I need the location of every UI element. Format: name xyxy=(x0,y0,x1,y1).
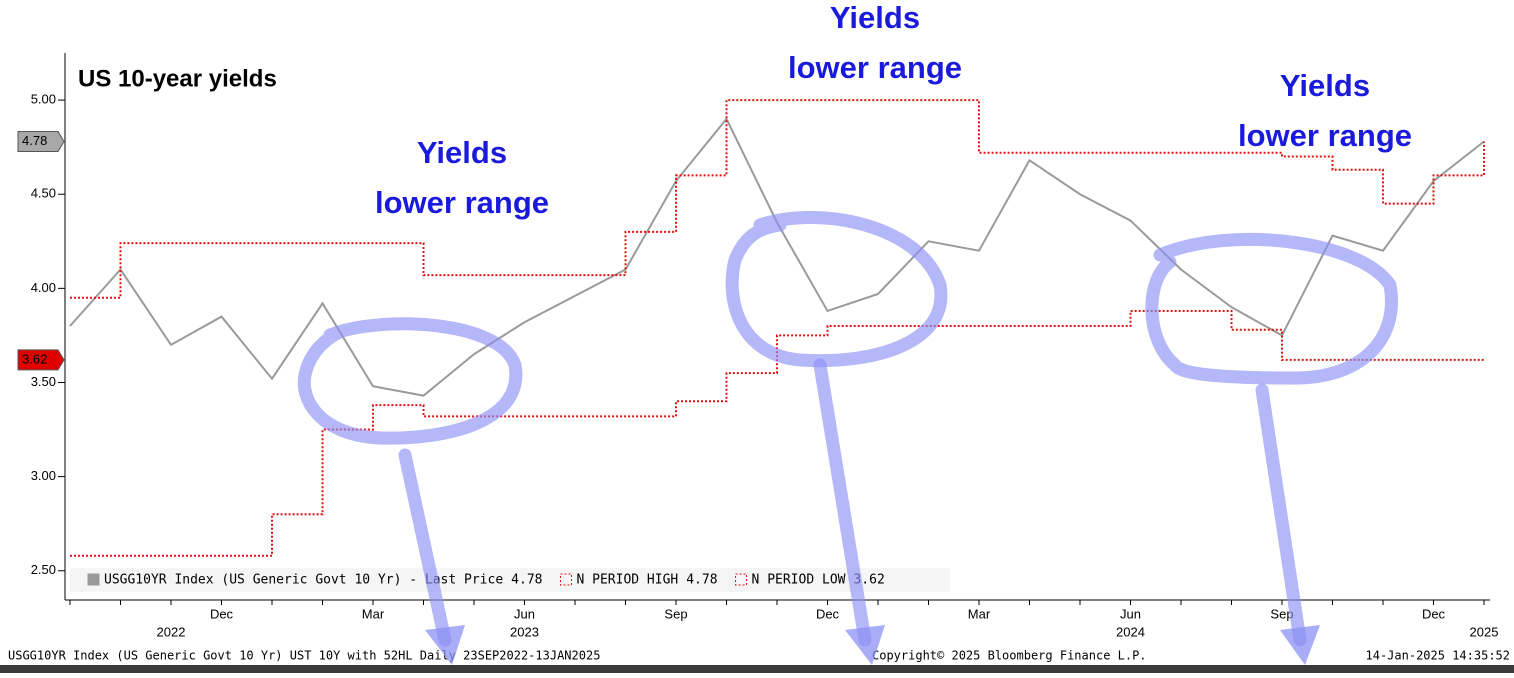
highlights xyxy=(297,211,1398,647)
legend-label: N PERIOD HIGH xyxy=(576,573,678,588)
axis-badge-label: 4.78 xyxy=(22,133,47,148)
year-label: 2025 xyxy=(1470,624,1499,639)
annotation: Yields xyxy=(1280,68,1370,103)
x-tick-label: Sep xyxy=(664,606,687,621)
arrow xyxy=(1255,383,1307,647)
legend-swatch xyxy=(87,573,100,586)
x-tick-label: Sep xyxy=(1270,606,1293,621)
legend-label: N PERIOD LOW xyxy=(752,573,846,588)
band-line xyxy=(70,309,1484,557)
y-tick-label: 3.00 xyxy=(31,468,56,483)
circle-highlight xyxy=(1145,232,1398,385)
x-tick-label: Mar xyxy=(362,606,385,621)
legend-box xyxy=(70,568,950,592)
x-tick-label: Jun xyxy=(1120,606,1141,621)
year-label: 2022 xyxy=(157,624,186,639)
circle-highlight xyxy=(725,211,948,368)
y-tick-label: 2.50 xyxy=(31,562,56,577)
year-label: 2023 xyxy=(510,624,539,639)
legend-swatch xyxy=(559,573,572,586)
y-tick-label: 4.00 xyxy=(31,280,56,295)
y-tick-label: 3.50 xyxy=(31,374,56,389)
annotation: lower range xyxy=(788,50,962,85)
band-line xyxy=(70,99,1485,299)
arrow xyxy=(813,358,872,647)
x-tick-label: Mar xyxy=(968,606,991,621)
x-tick-label: Dec xyxy=(1422,606,1446,621)
year-label: 2024 xyxy=(1116,624,1145,639)
status-bar xyxy=(0,665,1514,673)
x-tick-label: Dec xyxy=(816,606,840,621)
footer-center: Copyright© 2025 Bloomberg Finance L.P. xyxy=(872,649,1147,663)
axis-badge-label: 3.62 xyxy=(22,351,47,366)
y-tick-label: 5.00 xyxy=(31,92,56,107)
legend-label: USGG10YR Index (US Generic Govt 10 Yr) -… xyxy=(104,573,503,588)
x-tick-label: Jun xyxy=(514,606,535,621)
annotation: lower range xyxy=(375,185,549,220)
footer-left: USGG10YR Index (US Generic Govt 10 Yr) U… xyxy=(8,649,600,663)
annotation: Yields xyxy=(417,135,507,170)
chart-title: US 10-year yields xyxy=(78,65,277,92)
legend-value: 4.78 xyxy=(511,573,542,588)
axis-badge xyxy=(17,130,65,152)
axis-badge xyxy=(17,349,65,371)
legend-value: 4.78 xyxy=(686,573,717,588)
annotation: lower range xyxy=(1238,118,1412,153)
legend-swatch xyxy=(735,573,748,586)
footer-right: 14-Jan-2025 14:35:52 xyxy=(1366,649,1511,663)
y-tick-label: 4.50 xyxy=(31,186,56,201)
circle-highlight xyxy=(297,317,523,445)
arrow xyxy=(398,448,452,647)
annotation: Yields xyxy=(830,0,920,35)
x-tick-label: Dec xyxy=(210,606,234,621)
